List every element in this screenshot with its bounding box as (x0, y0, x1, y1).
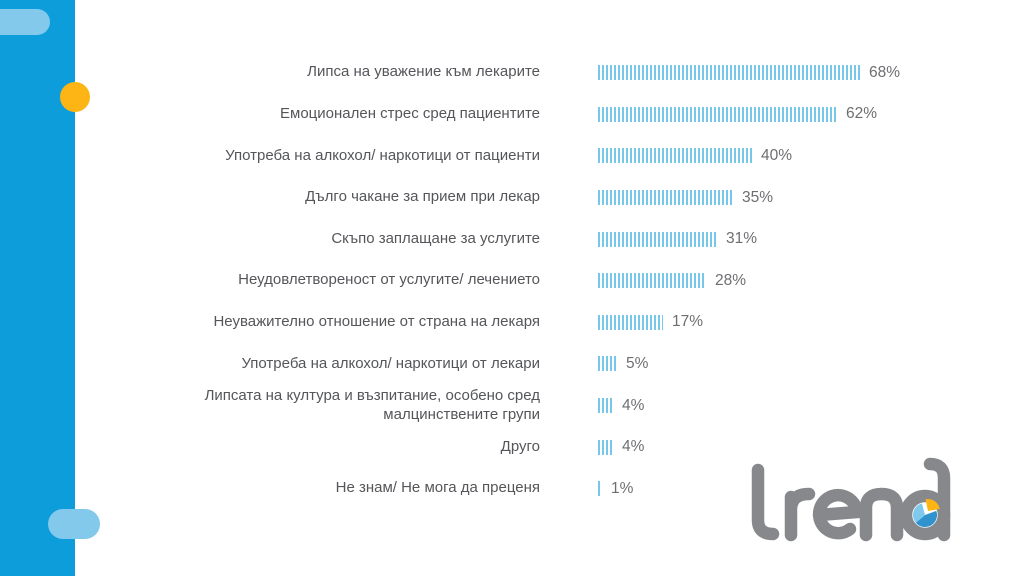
value-label: 31% (726, 230, 758, 248)
chart-row: Скъпо заплащане за услугите 31% (182, 218, 1002, 260)
bar-striped (598, 481, 602, 497)
bar-striped (598, 314, 663, 330)
logo-letter-d-stem (923, 457, 951, 542)
logo-letter-t (751, 463, 780, 541)
bar-area: 4% (598, 397, 644, 415)
decor-pill-top (0, 9, 50, 35)
bar-striped (598, 231, 717, 247)
survey-bar-chart: Липса на уважение към лекарите 68% Емоци… (182, 52, 1002, 510)
logo-letter-r (784, 487, 816, 542)
chart-row: Не знам/ Не мога да преценя 1% (182, 468, 1002, 510)
category-label: Липса на уважение към лекарите (307, 63, 540, 81)
category-label: Емоционален стрес сред пациентите (280, 105, 540, 123)
category-label: Неудовлетвореност от услугите/ лечението (238, 271, 540, 289)
category-label: Дълго чакане за прием при лекар (305, 188, 540, 206)
chart-row: Емоционален стрес сред пациентите 62% (182, 94, 1002, 136)
bar-area: 17% (598, 313, 703, 331)
value-label: 68% (869, 63, 901, 81)
logo-pie-icon (912, 499, 940, 528)
category-label: Друго (500, 437, 540, 455)
bar-area: 4% (598, 438, 644, 456)
value-label: 4% (622, 396, 645, 414)
value-label: 17% (672, 313, 704, 331)
bar-striped (598, 398, 613, 414)
chart-row: Употреба на алкохол/ наркотици от пациен… (182, 135, 1002, 177)
value-label: 28% (715, 271, 747, 289)
category-label: Скъпо заплащане за услугите (331, 229, 540, 247)
category-label: Неуважително отношение от страна на лека… (213, 312, 540, 330)
logo-letter-e (812, 488, 864, 540)
logo-letters (751, 457, 951, 542)
chart-row: Неудовлетвореност от услугите/ лечението… (182, 260, 1002, 302)
decor-yellow-dot (60, 82, 90, 112)
bar-striped (598, 273, 706, 289)
chart-row: Друго 4% (182, 426, 1002, 468)
value-label: 35% (742, 188, 774, 206)
chart-row: Употреба на алкохол/ наркотици от лекари… (182, 343, 1002, 385)
bar-area: 28% (598, 272, 746, 290)
logo-pie-dark-slice (915, 510, 938, 528)
bar-area: 68% (598, 64, 900, 82)
bar-area: 62% (598, 105, 877, 123)
chart-row: Липса на уважение към лекарите 68% (182, 52, 1002, 94)
logo-letter-n (859, 487, 904, 542)
bar-area: 40% (598, 147, 792, 165)
value-label: 5% (626, 354, 649, 372)
bar-striped (598, 65, 860, 81)
trend-logo (751, 457, 951, 542)
bar-area: 35% (598, 189, 773, 207)
bar-area: 5% (598, 355, 648, 373)
bar-area: 31% (598, 230, 757, 248)
category-label: Употреба на алкохол/ наркотици от лекари (241, 354, 540, 372)
chart-row: Липсата на култура и възпитание, особено… (182, 385, 1002, 427)
bar-striped (598, 356, 617, 372)
bar-area: 1% (598, 480, 633, 498)
logo-pie-yellow-slice (925, 499, 940, 511)
value-label: 40% (761, 146, 793, 164)
bar-striped (598, 148, 752, 164)
bar-striped (598, 439, 613, 455)
bar-striped (598, 190, 733, 206)
value-label: 1% (611, 479, 634, 497)
category-label: Употреба на алкохол/ наркотици от пациен… (225, 146, 540, 164)
category-label: Не знам/ Не мога да преценя (335, 479, 540, 497)
decor-pill-bottom (48, 509, 100, 539)
value-label: 4% (622, 438, 645, 456)
category-label: Липсата на култура и възпитание, особено… (204, 386, 540, 423)
value-label: 62% (846, 105, 878, 123)
bar-striped (598, 106, 837, 122)
logo-pie-light-slice (912, 503, 925, 523)
chart-row: Неуважително отношение от страна на лека… (182, 302, 1002, 344)
chart-row: Дълго чакане за прием при лекар 35% (182, 177, 1002, 219)
